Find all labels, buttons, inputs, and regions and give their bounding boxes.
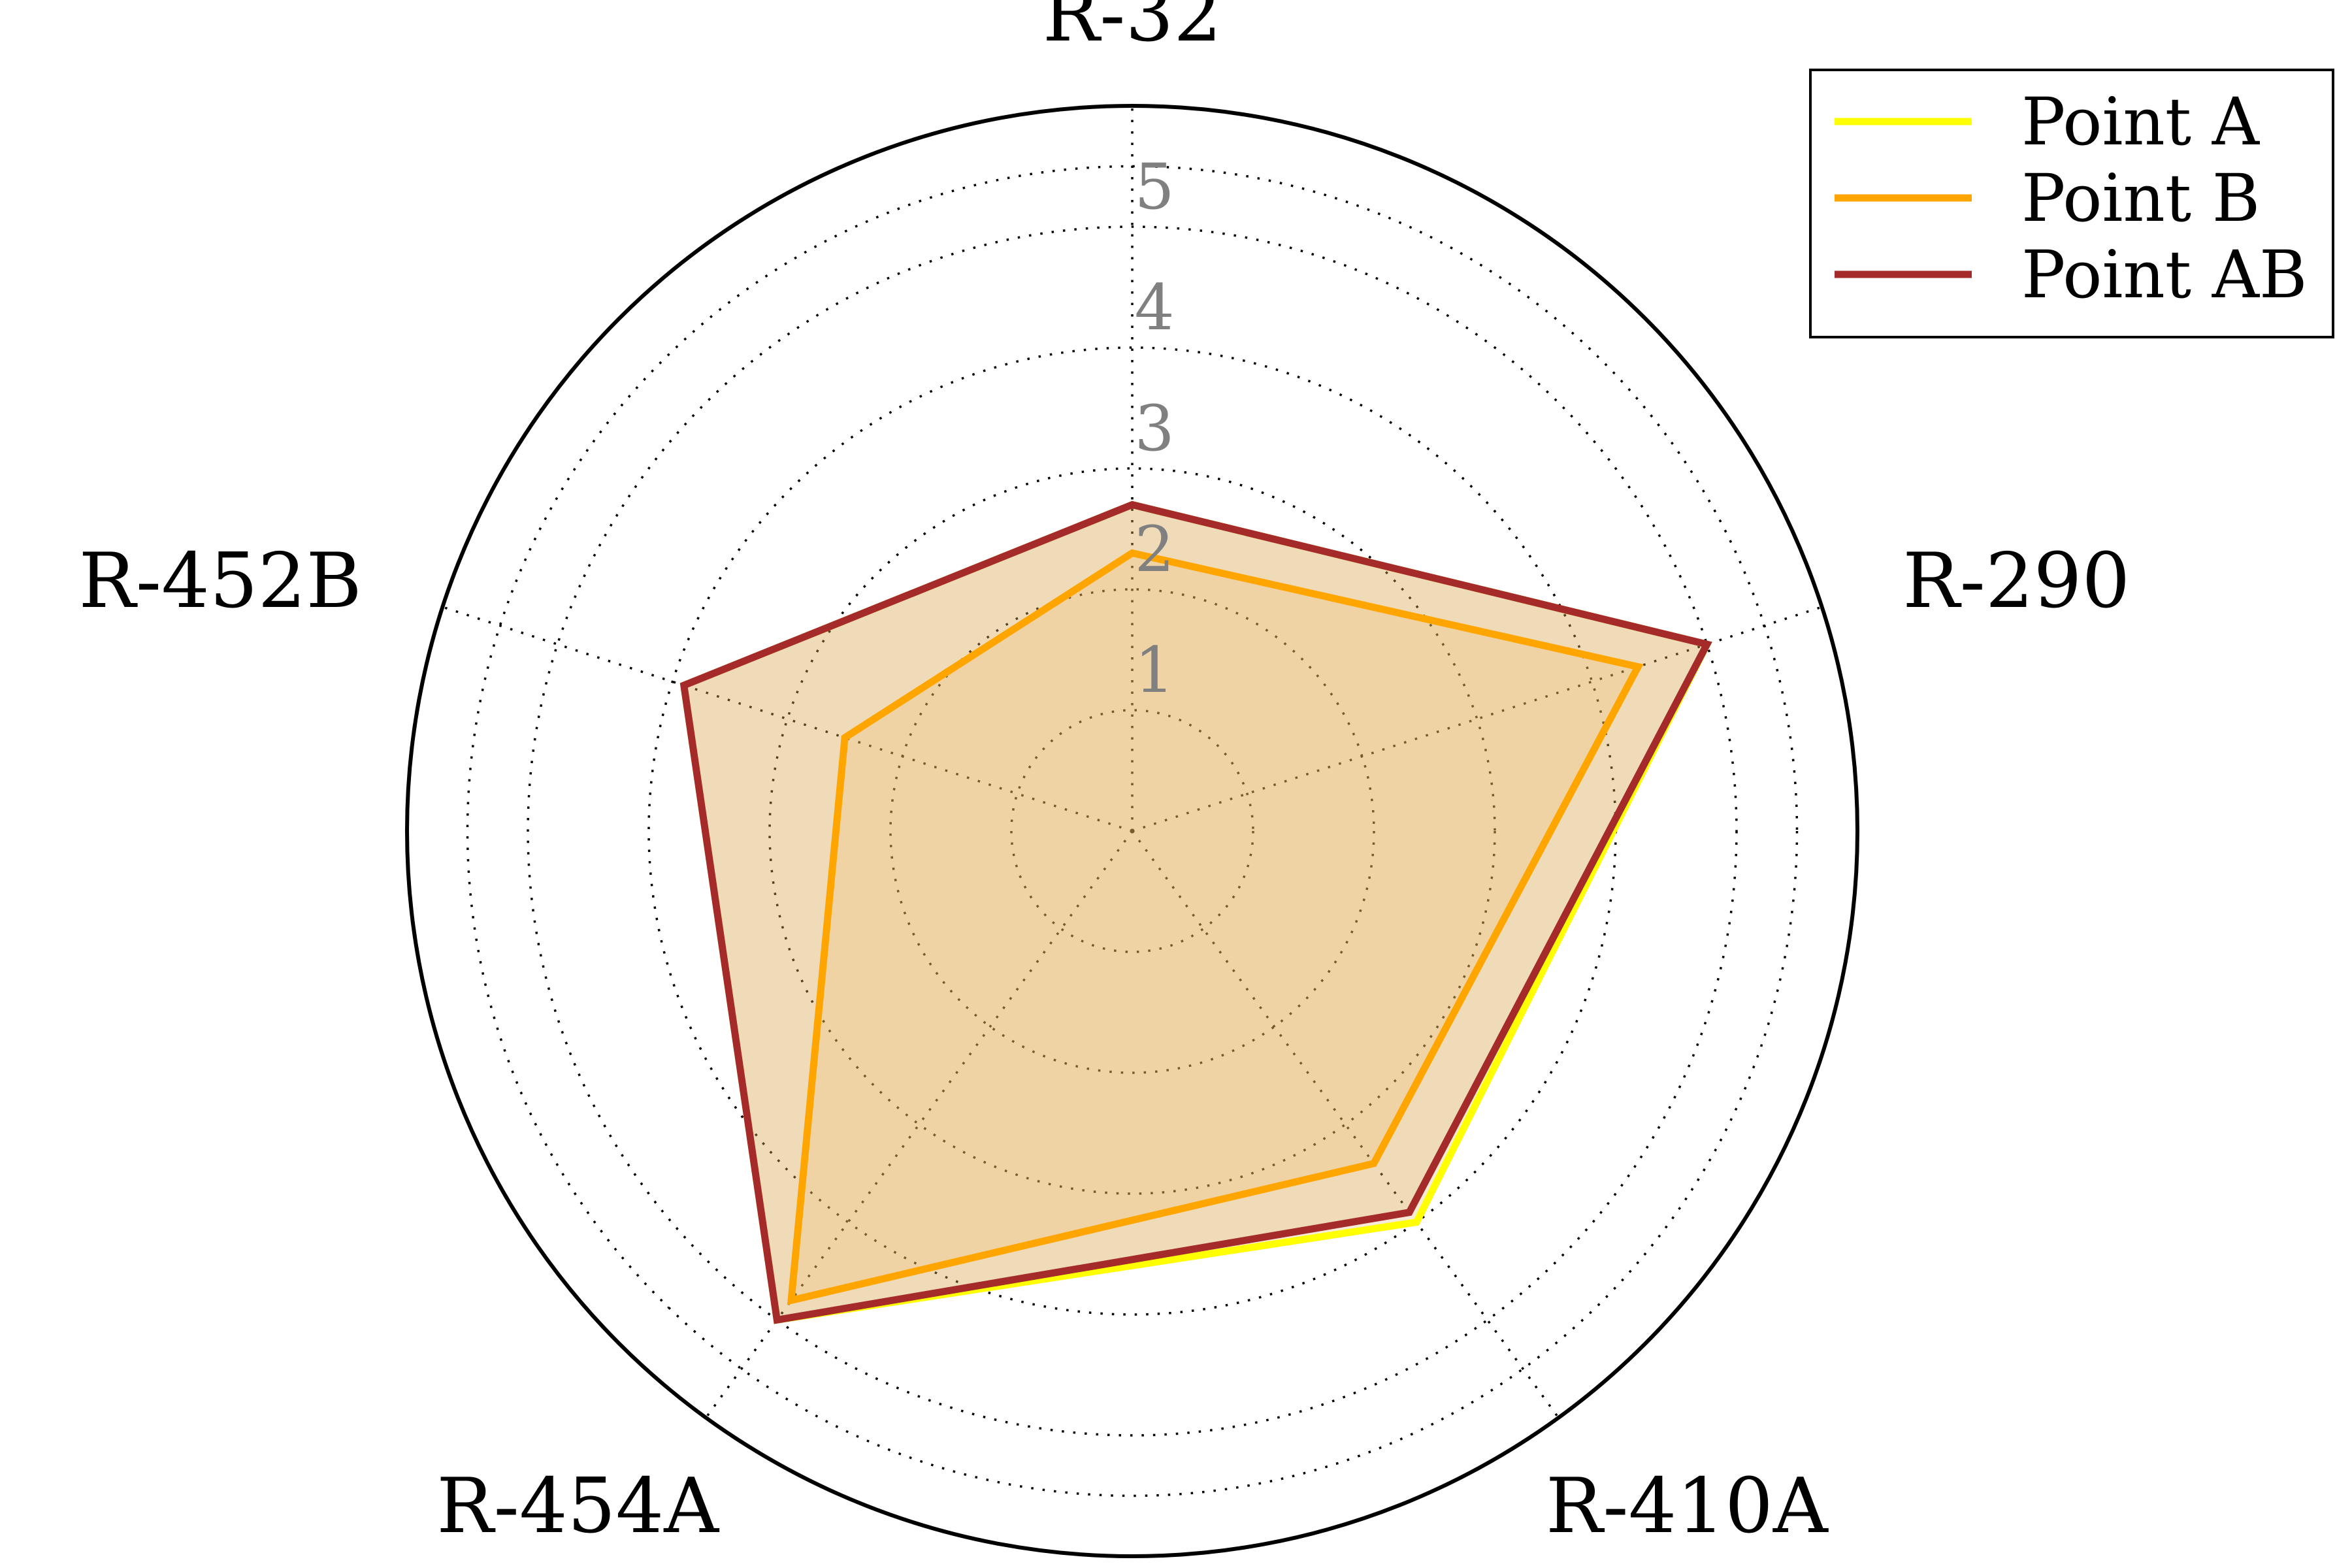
tick-label-layer: 1 2 3 4 5 <box>1134 150 1174 707</box>
legend-entry-label: Point A <box>2021 84 2261 160</box>
grid-circle <box>527 225 1738 1437</box>
axis-label-r-290: R-290 <box>1903 537 2130 625</box>
tick-label: 5 <box>1134 150 1174 223</box>
series-fill-point-b <box>791 553 1639 1301</box>
grid-circle <box>768 467 1496 1195</box>
axis-label-layer: R-32 R-290 R-410A R-454A R-452B <box>79 0 2131 1550</box>
series-line-point-ab <box>679 500 1712 1324</box>
grid-circle <box>889 588 1375 1074</box>
tick-label: 4 <box>1134 271 1174 344</box>
polar-frame <box>405 104 1859 1558</box>
series-line-point-b <box>787 549 1644 1305</box>
axis-label-r-410a: R-410A <box>1546 1462 1829 1550</box>
tick-label: 2 <box>1134 513 1174 586</box>
legend-entry-label: Point B <box>2021 160 2260 237</box>
grid-circle <box>1010 709 1254 953</box>
grid-circle <box>466 165 1799 1497</box>
series-line-layer <box>679 500 1712 1324</box>
axis-label-r-454a: R-454A <box>436 1462 719 1550</box>
legend-entry-label: Point AB <box>2021 237 2308 313</box>
series-fill-point-a <box>683 504 1707 1320</box>
series-fill-point-ab <box>683 504 1707 1320</box>
axis-label-r-32: R-32 <box>1043 0 1222 59</box>
legend-box <box>1809 69 2334 338</box>
tick-label: 3 <box>1134 392 1174 465</box>
axis-label-r-452b: R-452B <box>79 537 362 625</box>
series-fill-layer <box>683 504 1707 1320</box>
tick-label: 1 <box>1134 634 1174 707</box>
